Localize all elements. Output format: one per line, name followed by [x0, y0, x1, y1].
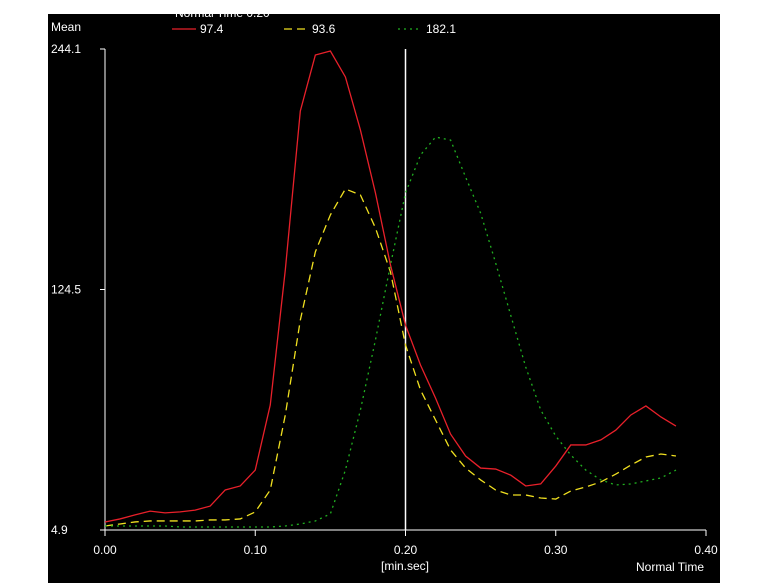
series-line [105, 136, 677, 528]
y-tick-label: 124.5 [51, 283, 81, 297]
series-line [104, 188, 677, 527]
series-line [104, 50, 677, 523]
y-axis-label: Mean [51, 20, 81, 34]
y-tick-label: 244.1 [51, 42, 81, 56]
header: Normal Time 0.20 [175, 6, 270, 20]
x-tick-label: 0.40 [694, 543, 718, 557]
legend-label: 97.4 [200, 22, 224, 36]
x-tick-label: 0.30 [544, 543, 568, 557]
legend-label: 93.6 [312, 22, 336, 36]
x-tick-label: 0.00 [93, 543, 117, 557]
plot-background [48, 14, 720, 583]
x-tick-label: 0.10 [244, 543, 268, 557]
x-tick-label: 0.20 [394, 543, 418, 557]
x-axis-label: Normal Time [636, 560, 704, 574]
legend-label: 182.1 [426, 22, 456, 36]
y-tick-label: 4.9 [51, 523, 68, 537]
plot: Normal Time 0.20 Mean [min.sec] Normal T… [51, 6, 718, 574]
x-unit-label: [min.sec] [381, 559, 429, 573]
